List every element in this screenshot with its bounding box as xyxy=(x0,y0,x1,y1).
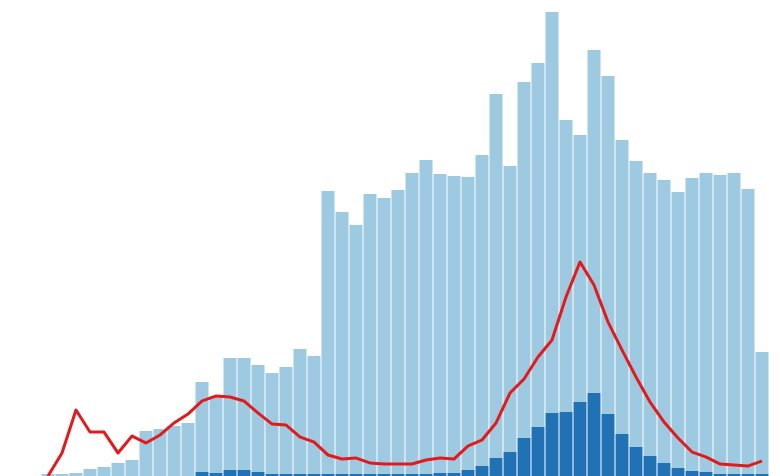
bar xyxy=(447,176,461,476)
bar xyxy=(685,471,699,476)
bar xyxy=(223,470,237,476)
bar xyxy=(657,463,671,476)
bar xyxy=(391,474,405,476)
bar xyxy=(461,470,475,476)
bar xyxy=(713,175,727,476)
bar xyxy=(573,402,587,476)
bar xyxy=(741,474,755,476)
bar xyxy=(363,474,377,476)
bar xyxy=(433,473,447,476)
bar xyxy=(629,161,643,476)
bar xyxy=(559,412,573,476)
bar xyxy=(643,456,657,476)
bar xyxy=(433,174,447,476)
bar xyxy=(587,50,601,476)
bar xyxy=(293,474,307,476)
bar xyxy=(307,474,321,476)
bar xyxy=(335,212,349,476)
bar xyxy=(503,166,517,476)
bar xyxy=(153,429,167,476)
bar xyxy=(755,352,769,476)
bar xyxy=(293,349,307,476)
bar xyxy=(97,467,111,476)
bar xyxy=(363,194,377,476)
bar xyxy=(125,460,139,476)
bar xyxy=(517,438,531,476)
bar xyxy=(489,94,503,476)
bar xyxy=(587,393,601,476)
bar xyxy=(545,12,559,476)
bar xyxy=(251,472,265,476)
bar xyxy=(111,463,125,476)
bar xyxy=(321,191,335,476)
bar xyxy=(279,367,293,476)
bar xyxy=(643,173,657,476)
bar xyxy=(251,365,265,476)
bar xyxy=(755,474,769,476)
bar xyxy=(531,63,545,476)
bar xyxy=(223,358,237,476)
bar xyxy=(377,474,391,476)
bar xyxy=(727,173,741,476)
bar xyxy=(699,472,713,476)
bar xyxy=(615,434,629,476)
bar xyxy=(447,473,461,476)
bar xyxy=(237,358,251,476)
bar xyxy=(531,427,545,476)
bar xyxy=(671,192,685,476)
bar xyxy=(573,135,587,476)
bar xyxy=(237,470,251,476)
bar xyxy=(349,225,363,476)
bar xyxy=(727,474,741,476)
bar xyxy=(209,473,223,476)
bar xyxy=(195,382,209,476)
bar xyxy=(461,177,475,476)
line xyxy=(46,260,763,476)
bar xyxy=(685,178,699,476)
bar xyxy=(629,447,643,476)
bar xyxy=(503,452,517,476)
bar xyxy=(83,469,97,476)
bar xyxy=(349,474,363,476)
bar xyxy=(741,189,755,476)
bar xyxy=(601,414,615,476)
bar xyxy=(139,431,153,476)
bar xyxy=(601,76,615,476)
bar xyxy=(279,474,293,476)
bar xyxy=(713,474,727,476)
bar xyxy=(615,140,629,476)
bar xyxy=(475,155,489,476)
bar xyxy=(699,173,713,476)
bar xyxy=(265,474,279,476)
bar xyxy=(209,396,223,476)
bar xyxy=(377,198,391,476)
bar xyxy=(55,474,69,476)
bar xyxy=(489,458,503,476)
bar xyxy=(475,466,489,476)
bar xyxy=(391,190,405,476)
bar xyxy=(545,413,559,476)
bar xyxy=(405,474,419,476)
bar xyxy=(657,180,671,476)
bar xyxy=(335,474,349,476)
bar xyxy=(517,82,531,476)
bar xyxy=(307,356,321,476)
bar xyxy=(167,426,181,476)
bar xyxy=(671,468,685,476)
bar xyxy=(419,474,433,476)
bar xyxy=(195,472,209,476)
bar xyxy=(69,473,83,476)
bar xyxy=(321,474,335,476)
bar xyxy=(181,423,195,476)
bar xyxy=(405,173,419,476)
bar xyxy=(419,160,433,476)
